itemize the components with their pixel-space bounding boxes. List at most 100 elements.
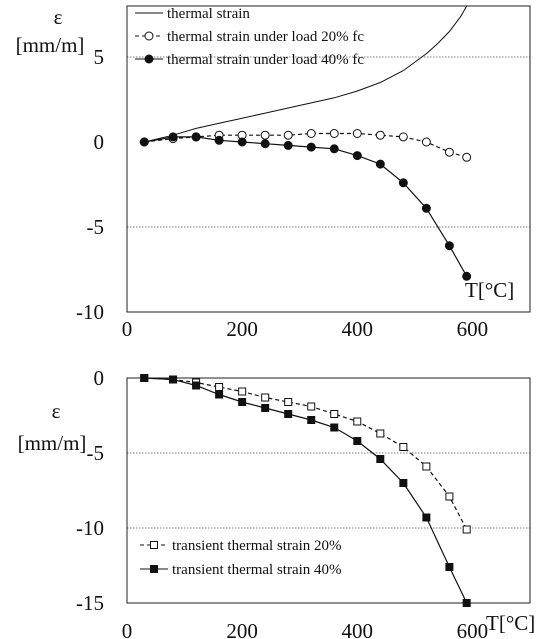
data-point (352, 129, 362, 138)
plot-frame (126, 5, 531, 313)
data-point (375, 130, 385, 140)
series-line (144, 377, 468, 530)
y-tick-labels: 0 -5 -10 -15 (76, 366, 104, 615)
data-point (353, 437, 362, 445)
data-point (421, 203, 431, 213)
y-tick-label: -5 (87, 441, 105, 465)
data-point (192, 381, 201, 390)
x-tick-label: 400 (342, 619, 374, 639)
series-group (139, 5, 472, 281)
y-tick-label: -10 (76, 300, 104, 324)
data-point (376, 455, 385, 463)
data-point (284, 398, 293, 406)
data-point (168, 132, 178, 142)
data-point (399, 479, 408, 487)
data-point (353, 417, 362, 426)
chart-bottom: 0 -5 -10 -15 0 200 400 600 transient thermal s… (18, 366, 536, 639)
series-2 (139, 132, 472, 281)
data-point (214, 135, 224, 145)
series-line (144, 5, 468, 143)
y-axis-unit: [mm/m] (18, 431, 87, 455)
data-point (398, 178, 408, 188)
chart-top: 50-5-10 0 200 400 600 thermal strainthermal… (16, 5, 531, 341)
legend: thermal strain thermal strain under load … (135, 6, 364, 68)
data-point (398, 132, 408, 142)
data-point (422, 513, 431, 522)
data-point (307, 402, 316, 411)
data-point (238, 398, 247, 406)
legend-item: thermal strain (135, 6, 250, 22)
data-point (462, 599, 471, 607)
data-point (329, 129, 339, 138)
data-point (444, 241, 454, 251)
legend-item: thermal strain under load 20% fc (135, 29, 364, 45)
legend-item: transient thermal strain 20% (140, 538, 342, 554)
x-tick-label: 600 (457, 317, 489, 341)
data-point (284, 410, 293, 418)
series-group (140, 374, 471, 607)
data-point (283, 130, 293, 140)
data-point (237, 137, 247, 147)
x-tick-label: 0 (122, 619, 133, 639)
legend-marker (150, 565, 158, 573)
data-point (445, 563, 454, 571)
x-axis-label: T[°C] (465, 278, 514, 302)
reference-lines (127, 452, 530, 529)
legend-item: transient thermal strain 40% (140, 562, 342, 578)
data-point (444, 147, 454, 157)
y-tick-label: 0 (94, 130, 105, 154)
series-line (144, 132, 467, 158)
x-tick-labels: 0 200 400 600 (122, 317, 488, 341)
data-point (330, 423, 339, 432)
data-point (375, 159, 385, 169)
data-point (306, 129, 316, 138)
y-tick-label: -15 (76, 591, 104, 615)
legend: transient thermal strain 20% transient th… (140, 538, 342, 578)
y-axis-unit: [mm/m] (16, 33, 85, 57)
data-point (215, 390, 224, 399)
x-tick-label: 200 (226, 619, 258, 639)
y-tick-label: 5 (94, 45, 105, 69)
legend-label: transient thermal strain 20% (172, 538, 342, 554)
data-point (260, 130, 270, 140)
legend-label: thermal strain under load 20% fc (167, 29, 364, 45)
series-1 (139, 129, 472, 162)
x-axis-label: T[°C] (486, 611, 535, 635)
data-point (306, 142, 316, 152)
data-point (462, 525, 471, 534)
data-point (421, 137, 431, 147)
legend-marker (144, 31, 154, 41)
x-tick-label: 400 (342, 317, 374, 341)
y-tick-label: 0 (94, 366, 105, 390)
data-point (445, 492, 454, 501)
series-1 (140, 374, 471, 607)
x-tick-labels: 0 200 400 600 (122, 619, 488, 639)
y-tick-labels: 5 0 -5 -10 (76, 45, 104, 324)
data-point (238, 387, 247, 396)
series-line (144, 136, 468, 277)
x-tick-label: 0 (122, 317, 133, 341)
data-point (260, 139, 270, 149)
data-point (261, 404, 270, 412)
data-point (422, 462, 431, 471)
legend-item: thermal strain under load 40% fc (135, 52, 364, 68)
legend-marker (144, 54, 154, 64)
legend-marker (150, 541, 158, 549)
data-point (139, 137, 149, 147)
legend-label: transient thermal strain 40% (172, 562, 342, 578)
data-point (169, 375, 178, 384)
y-tick-label: -10 (76, 516, 104, 540)
data-point (462, 152, 472, 162)
plot-frame (126, 377, 531, 604)
data-point (140, 374, 149, 382)
x-tick-label: 600 (457, 619, 489, 639)
x-tick-label: 200 (226, 317, 258, 341)
y-axis-symbol: ε (52, 399, 61, 423)
reference-lines (127, 56, 530, 228)
series-0 (144, 5, 468, 143)
y-axis-symbol: ε (54, 5, 63, 29)
data-point (462, 271, 472, 281)
data-point (283, 140, 293, 150)
data-point (329, 144, 339, 154)
